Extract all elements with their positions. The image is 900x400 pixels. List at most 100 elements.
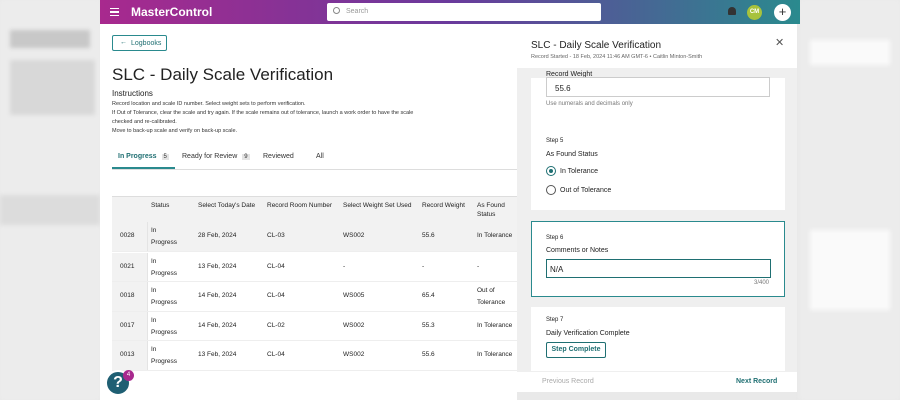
row-id-cell [112,253,148,281]
comments-input[interactable]: N/A [546,259,771,278]
back-button[interactable]: ← Logbooks [112,35,167,51]
background-right [800,0,900,400]
radio-selected[interactable] [546,166,556,176]
instruction-line: Move to back-up scale and verify on back… [112,128,238,134]
table-cell: - [343,263,346,270]
tab[interactable]: All [316,153,324,160]
table-cell: In Progress [151,346,178,365]
table-cell: 0017 [120,322,135,329]
search-box[interactable]: Search [327,3,601,21]
step-number: Step 6 [546,235,564,241]
table-cell: WS002 [343,351,365,358]
table-cell: CL-04 [267,263,285,270]
step-complete-button[interactable]: Step Complete [546,342,606,358]
table-cell: 13 Feb, 2024 [198,263,237,270]
tab-count: 5 [161,154,169,160]
tab[interactable]: In Progress 5 [118,153,169,160]
table-row[interactable]: 0017 In Progress 14 Feb, 2024 CL-02 WS002 55.… [112,312,517,341]
column-header: Select Today's Date [198,202,256,209]
step-number: Step 5 [546,138,564,144]
char-counter: 3/400 [753,280,769,286]
table-cell: WS002 [343,322,365,329]
radio-label: In Tolerance [560,168,599,175]
table-cell: 0021 [120,263,135,270]
step-label: As Found Status [546,151,598,158]
table-cell: 65.4 [422,292,435,299]
panel-subtitle: Record Started - 18 Feb, 2024 11:46 AM G… [531,54,703,60]
instruction-line: Record location and scale ID number. Sel… [112,101,306,107]
panel-footer: Previous Record Next Record [517,372,797,392]
table-cell: In Tolerance [477,322,513,329]
tab[interactable]: Reviewed [263,153,294,160]
table-header [112,196,517,222]
table-cell: CL-03 [267,232,285,239]
instruction-line: checked and re-calibrated. [112,119,177,125]
tab-label: Reviewed [263,153,294,160]
help-badge: 4 [123,370,134,381]
step5-card: Step 5 As Found Status In Tolerance Out … [531,124,785,210]
table-cell: CL-02 [267,322,285,329]
step6-card: Step 6 Comments or Notes N/A 3/400 [531,221,785,297]
close-button[interactable]: ✕ [775,37,785,49]
step-number: Step 7 [546,317,564,323]
row-id-cell [112,222,148,251]
instruction-line: If Out of Tolerance, clear the scale and… [112,110,414,116]
table-cell: 0013 [120,351,135,358]
step4-label: Record Weight [546,71,593,78]
table-cell: 0028 [120,232,135,239]
column-header: Record Weight [422,202,465,209]
table-cell: In Progress [151,317,178,336]
table-cell: In Progress [151,258,178,277]
menu-icon[interactable] [110,8,119,16]
column-header: As Found Status [477,202,505,218]
radio-label: Out of Tolerance [560,187,612,194]
step7-card: Step 7 Daily Verification Complete Step … [531,307,785,371]
tab-label: In Progress [118,153,157,160]
table-cell: 14 Feb, 2024 [198,292,237,299]
bell-icon[interactable] [728,7,736,15]
column-header: Select Weight Set Used [343,202,412,209]
table-cell: WS005 [343,292,365,299]
table-cell: In Progress [151,227,178,246]
next-record[interactable]: Next Record [736,378,778,385]
previous-record[interactable]: Previous Record [542,378,594,385]
table-row[interactable]: 0013 In Progress 13 Feb, 2024 CL-04 WS002 55.… [112,341,517,371]
step-label: Comments or Notes [546,247,609,254]
page-title: SLC - Daily Scale Verification [112,65,334,84]
panel-title: SLC - Daily Scale Verification [531,40,662,51]
top-bar: MasterControl Search CM + [100,0,800,24]
background-left [0,0,100,400]
table-cell: 28 Feb, 2024 [198,232,237,239]
tab-underline [112,167,175,169]
avatar[interactable]: CM [747,5,762,20]
weight-input[interactable]: 55.6 [546,77,770,97]
table-row[interactable]: 0028 In Progress 28 Feb, 2024 CL-03 WS002 55.… [112,222,517,252]
tab-label: Ready for Review [182,153,238,160]
add-button[interactable]: + [774,4,791,21]
search-placeholder: Search [346,8,369,15]
column-header: Status [151,202,170,209]
row-id-cell [112,341,148,370]
table-cell: In Tolerance [477,232,513,239]
table-cell: In Progress [151,287,178,306]
table-row[interactable]: 0021 In Progress 13 Feb, 2024 CL-04 - - - [112,253,517,282]
column-header: Record Room Number [267,202,333,209]
instructions-heading: Instructions [112,89,153,98]
table-row[interactable]: 0018 In Progress 14 Feb, 2024 CL-04 WS005 65.… [112,282,517,312]
step4-card: Record Weight 55.6 Use numerals and deci… [531,71,785,128]
table-cell: In Tolerance [477,351,513,358]
table-cell: 13 Feb, 2024 [198,351,237,358]
table-cell: 55.6 [422,232,435,239]
row-id-cell [112,282,148,311]
brand: MasterControl [131,5,213,19]
radio[interactable] [546,185,556,195]
table-cell: 0018 [120,292,135,299]
records-table: Status Select Today's Date Record Room Num… [112,196,517,371]
tab-count: 9 [242,154,250,160]
tab[interactable]: Ready for Review 9 [182,153,250,160]
help-button[interactable]: ? [105,370,131,396]
panel-header: SLC - Daily Scale Verification Record St… [517,24,797,68]
table-cell: 55.6 [422,351,435,358]
row-id-cell [112,312,148,340]
